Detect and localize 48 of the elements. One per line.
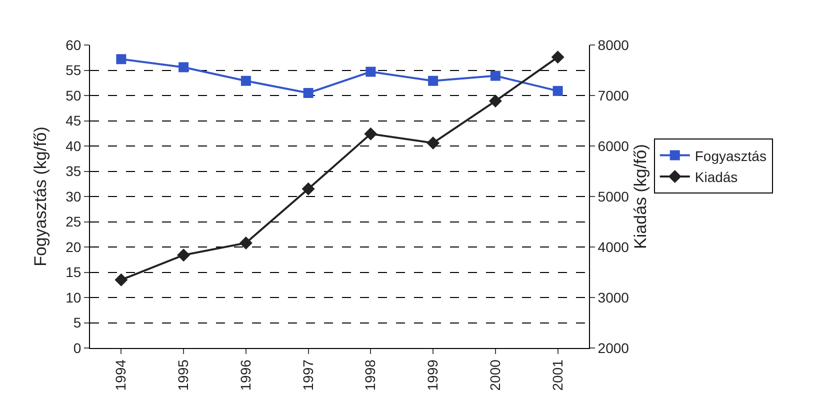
y-tick-label: 10 [66,289,82,306]
point [302,182,315,196]
y-tick-label: 50 [66,87,82,104]
y2-tick-label: 8000 [598,36,630,53]
point [114,273,128,286]
y2-tick-label: 3000 [598,289,630,306]
y-tick-label: 20 [66,238,82,255]
y2-tick-label: 5000 [598,188,630,204]
y-tick-label: 15 [66,264,82,280]
y-tick-label: 60 [66,36,82,53]
y-tick-label: 45 [66,112,82,129]
y2-axis-title: Kiadás (kg/fő) [631,144,650,249]
x-tick-label: 1997 [300,359,316,391]
point [239,236,252,250]
point [488,94,502,108]
y-tick-label: 55 [66,62,82,78]
point [240,76,251,86]
point [490,70,500,81]
point [552,86,563,96]
x-tick-label: 1996 [237,359,254,391]
point [303,88,314,98]
legend-label: Fogyasztás [694,148,766,164]
y-axis-title: Fogyasztás (kg/fő) [31,126,50,266]
y2-tick-label: 4000 [598,238,630,255]
x-tick-label: 2001 [549,359,566,391]
point [428,76,438,86]
y-tick-label: 5 [73,314,82,331]
y-tick-label: 25 [66,214,82,230]
point [551,50,564,64]
x-tick-label: 1998 [362,359,378,391]
y2-tick-label: 6000 [598,138,630,154]
point [364,127,378,140]
y-tick-label: 35 [66,163,82,180]
y-tick-label: 0 [73,340,82,356]
y2-tick-label: 2000 [598,340,630,356]
point [178,62,189,72]
x-tick-label: 1995 [175,359,192,391]
x-tick-label: 1999 [424,359,441,391]
point [116,54,126,64]
y2-tick-label: 7000 [598,87,630,104]
point [426,136,440,150]
legend-label: Kiadás [694,168,738,185]
x-tick-label: 1994 [112,359,129,391]
y-tick-label: 30 [66,188,82,204]
x-tick-label: 2000 [486,359,503,391]
y-tick-label: 40 [66,138,82,154]
point [366,66,376,77]
point [177,248,190,262]
